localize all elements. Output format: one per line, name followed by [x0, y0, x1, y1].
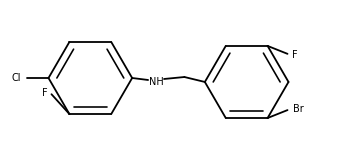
Text: F: F [292, 50, 297, 60]
Text: Br: Br [293, 104, 304, 114]
Text: NH: NH [149, 77, 163, 87]
Text: Cl: Cl [12, 73, 21, 83]
Text: F: F [42, 88, 47, 98]
